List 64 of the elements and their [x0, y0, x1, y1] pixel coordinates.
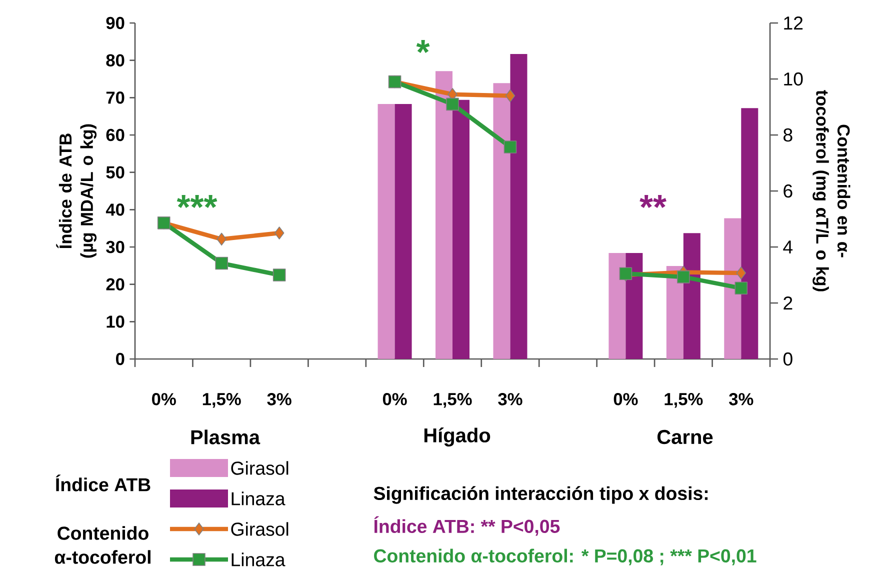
- bar: [378, 104, 395, 359]
- bar: [493, 83, 510, 359]
- x-tick-label: 1,5%: [664, 393, 703, 408]
- y-tick-label: 90: [106, 16, 124, 30]
- point: [504, 140, 517, 154]
- text: Índice ATB: [56, 474, 150, 492]
- y2-tick-label: 6: [784, 184, 792, 198]
- y-tick-label: 60: [106, 128, 124, 142]
- y-tick-label: 70: [106, 92, 124, 104]
- annotation: ***: [176, 195, 218, 208]
- y2-tick-label: 8: [784, 128, 792, 142]
- point: [274, 226, 284, 240]
- bar: [741, 108, 758, 359]
- text: Índice ATB: ** P<0,05: [374, 516, 560, 536]
- annotation: *: [416, 40, 430, 53]
- y2-tick-label: 12: [784, 16, 803, 30]
- point: [736, 266, 746, 280]
- legend-label: Linaza: [232, 552, 286, 566]
- text: Significación interacción tipo x dosis:: [374, 486, 708, 504]
- y-axis-title: Índice de ATB (µg MDA/L o kg): [56, 124, 97, 258]
- y-tick-label: 10: [106, 316, 124, 328]
- point: [216, 232, 226, 246]
- bar: [436, 71, 452, 359]
- x-tick-label: 0%: [382, 393, 407, 406]
- y-tick-label: 20: [106, 278, 124, 290]
- y2-tick-label: 2: [784, 296, 792, 310]
- legend-label: Linaza: [232, 492, 286, 506]
- point: [272, 268, 286, 282]
- legend-label: Girasol: [231, 522, 288, 536]
- y-tick-label: 80: [106, 54, 124, 66]
- x-tick-label: 3%: [729, 393, 754, 406]
- x-tick-label: 3%: [267, 393, 292, 406]
- bar: [724, 218, 742, 359]
- legend-label: Girasol: [231, 461, 288, 475]
- text: Hígado: [424, 428, 490, 446]
- text: Contenido α-tocoferol: [54, 526, 150, 564]
- text: Plasma: [191, 430, 260, 444]
- annotation: **: [640, 195, 666, 208]
- text: Carne: [657, 430, 713, 444]
- y-tick-label: 30: [106, 240, 124, 254]
- point: [215, 256, 228, 270]
- x-tick-label: 0%: [614, 393, 638, 406]
- text: Contenido α-tocoferol: * P=0,08 ; *** P<0,01: [374, 548, 756, 566]
- x-tick-label: 0%: [152, 393, 176, 406]
- y2-tick-label: 10: [784, 72, 803, 86]
- point: [677, 270, 690, 284]
- x-tick-label: 3%: [498, 393, 522, 406]
- x-tick-label: 1,5%: [202, 393, 241, 408]
- bar: [683, 233, 700, 359]
- y-tick-label: 40: [106, 204, 124, 216]
- y-tick-label: 0: [116, 352, 124, 366]
- bar: [452, 100, 470, 359]
- point: [505, 89, 516, 102]
- bar: [626, 252, 643, 359]
- point: [734, 282, 748, 295]
- y-tick-label: 50: [106, 166, 124, 178]
- bar: [510, 54, 528, 359]
- bar: [394, 104, 412, 359]
- y2-tick-label: 0: [783, 352, 792, 366]
- y2-tick-label: 4: [783, 240, 793, 254]
- y2-axis-title: Contenido en α-tocoferol (mg αT/L o kg): [812, 90, 850, 292]
- point: [446, 98, 459, 111]
- bar: [608, 252, 626, 359]
- x-tick-label: 1,5%: [434, 393, 472, 408]
